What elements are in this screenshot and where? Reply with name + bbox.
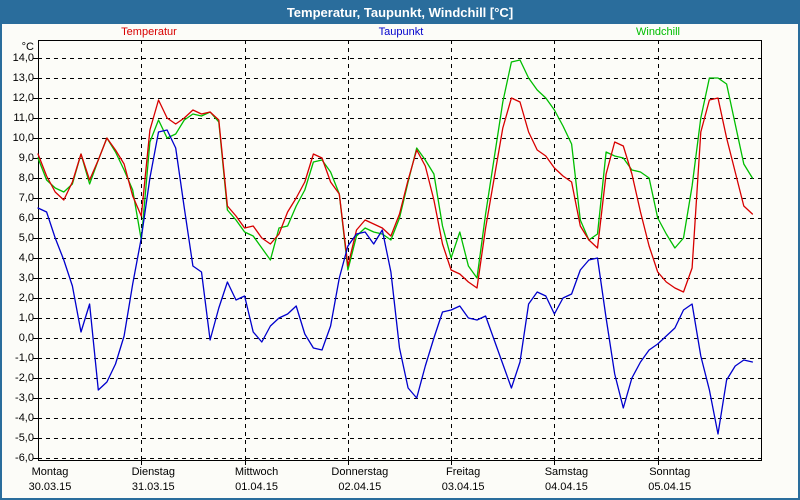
x-axis-date-label: 05.04.15 bbox=[648, 481, 692, 493]
y-axis-label: 7,0 bbox=[18, 192, 34, 204]
chart-legend: Temperatur Taupunkt Windchill bbox=[0, 24, 800, 40]
x-axis-day-label: Montag bbox=[31, 466, 69, 478]
plot-border bbox=[38, 40, 762, 461]
y-axis-label: -4,0 bbox=[15, 412, 34, 424]
x-axis-day-label: Sonntag bbox=[649, 466, 691, 478]
x-axis-date-label: 04.04.15 bbox=[545, 481, 588, 493]
legend-item-windchill: Windchill bbox=[635, 26, 681, 38]
series-line-windchill bbox=[37, 59, 754, 279]
y-axis-label: -2,0 bbox=[15, 372, 34, 384]
legend-item-temperatur: Temperatur bbox=[121, 26, 177, 38]
y-axis-label: 12,0 bbox=[12, 92, 34, 104]
y-axis-label: 3,0 bbox=[18, 272, 34, 284]
y-axis-label: -6,0 bbox=[15, 452, 34, 464]
x-axis-day-label: Samstag bbox=[544, 466, 589, 478]
x-axis-day-label: Mittwoch bbox=[234, 466, 279, 478]
x-axis-day-label: Donnerstag bbox=[331, 466, 389, 478]
y-axis-unit-label: °C bbox=[21, 41, 34, 53]
y-axis-label: 2,0 bbox=[18, 292, 34, 304]
y-axis-label: 0,0 bbox=[18, 332, 34, 344]
y-axis-label: 10,0 bbox=[12, 132, 34, 144]
legend-item-taupunkt: Taupunkt bbox=[378, 26, 424, 38]
y-axis-label: 5,0 bbox=[18, 232, 34, 244]
y-axis-label: 6,0 bbox=[18, 212, 34, 224]
x-axis-date-label: 02.04.15 bbox=[338, 481, 382, 493]
y-axis-label: -3,0 bbox=[15, 392, 34, 404]
y-axis-label: 11,0 bbox=[13, 112, 34, 124]
title-bar: Temperatur, Taupunkt, Windchill [°C] bbox=[0, 0, 800, 24]
y-axis-label: 8,0 bbox=[18, 172, 34, 184]
y-axis-label: -1,0 bbox=[15, 352, 34, 364]
y-axis-label: 9,0 bbox=[18, 152, 34, 164]
window-title: Temperatur, Taupunkt, Windchill [°C] bbox=[286, 4, 514, 20]
y-axis-label: 14,0 bbox=[12, 52, 34, 64]
y-axis-label: 1,0 bbox=[18, 312, 34, 324]
y-axis-label: -5,0 bbox=[15, 432, 34, 444]
series-line-taupunkt bbox=[37, 129, 754, 435]
x-axis-day-label: Freitag bbox=[446, 466, 481, 478]
y-axis-label: 4,0 bbox=[18, 252, 34, 264]
x-axis-date-label: 30.03.15 bbox=[28, 481, 72, 493]
y-axis-label: 13,0 bbox=[12, 72, 34, 84]
x-axis-date-label: 31.03.15 bbox=[131, 481, 175, 493]
x-axis-date-label: 03.04.15 bbox=[441, 481, 485, 493]
x-axis-day-label: Dienstag bbox=[131, 466, 175, 478]
x-axis-date-label: 01.04.15 bbox=[235, 481, 278, 493]
series-line-temperatur bbox=[37, 97, 754, 293]
